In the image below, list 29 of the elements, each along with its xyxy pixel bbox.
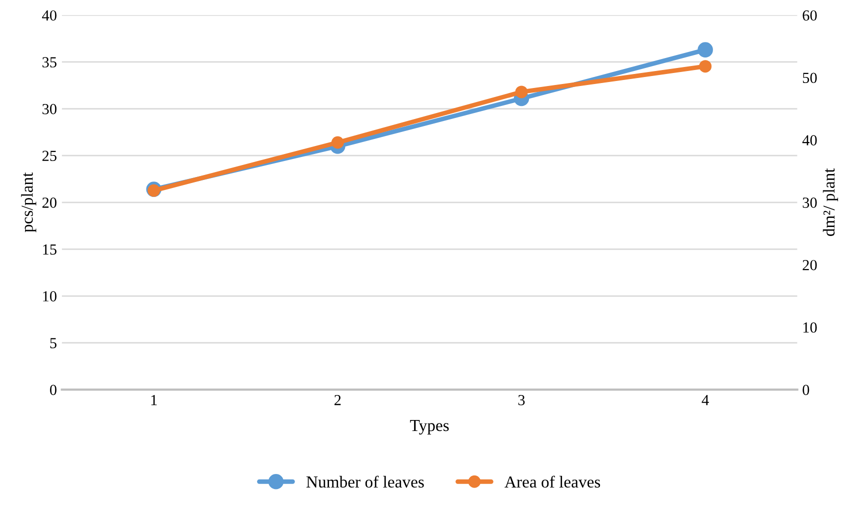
x-axis-title: Types xyxy=(410,420,449,435)
x-tick-label: 4 xyxy=(702,395,709,406)
y2-tick-label: 60 xyxy=(802,10,817,21)
legend-label: Number of leaves xyxy=(306,476,424,488)
x-tick-label: 2 xyxy=(334,394,341,406)
y2-tick-label: 10 xyxy=(803,322,817,333)
y-tick-label: 20 xyxy=(42,198,56,208)
y-axis-title: pcs/plant xyxy=(21,172,36,232)
y-tick-label: 15 xyxy=(43,244,56,255)
point xyxy=(331,136,344,149)
x-tick-label: 3 xyxy=(518,394,525,406)
y2-tick-label: 0 xyxy=(802,384,810,396)
y2-tick-label: 20 xyxy=(802,260,817,270)
point xyxy=(515,86,528,98)
x-tick-label: 1 xyxy=(151,394,157,406)
legend-label: Area of leaves xyxy=(504,476,600,488)
y-tick-label: 30 xyxy=(42,104,56,114)
y2-axis-title: dm²/ plant xyxy=(822,168,838,236)
y2-tick-label: 40 xyxy=(802,135,817,146)
y-tick-label: 25 xyxy=(42,150,56,162)
y2-tick-label: 50 xyxy=(802,72,817,84)
y-tick-label: 40 xyxy=(42,10,56,21)
y-tick-label: 5 xyxy=(50,338,56,348)
y2-tick-label: 30 xyxy=(802,198,817,208)
y-tick-label: 35 xyxy=(42,57,56,68)
y-tick-label: 10 xyxy=(43,291,56,302)
point xyxy=(698,42,713,58)
point xyxy=(699,60,712,73)
y-tick-label: 0 xyxy=(50,384,56,396)
